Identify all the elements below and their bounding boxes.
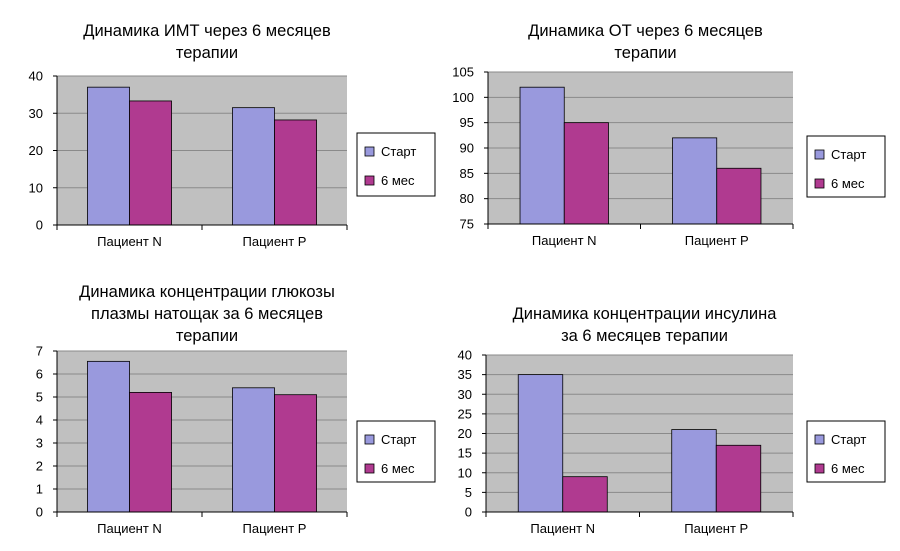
y-tick-label: 20 bbox=[29, 143, 43, 158]
chart-title-line: терапии bbox=[176, 327, 238, 345]
y-tick-label: 10 bbox=[458, 465, 472, 480]
legend-label: Старт bbox=[831, 147, 866, 162]
x-category-label: Пациент P bbox=[684, 521, 748, 536]
bar-start bbox=[519, 86, 565, 225]
legend-swatch bbox=[814, 149, 825, 160]
bar-6mo bbox=[274, 394, 317, 513]
legend-label: 6 мес bbox=[831, 461, 865, 476]
x-category-label: Пациент N bbox=[532, 233, 597, 248]
chart-insulin: Динамика концентрации инсулина за 6 месяц… bbox=[450, 276, 900, 551]
bar-6mo bbox=[563, 122, 609, 225]
y-tick-label: 30 bbox=[458, 387, 472, 402]
y-tick-label: 35 bbox=[458, 367, 472, 382]
chart-waist: Динамика ОТ через 6 месяцев терапии 75 80 85… bbox=[450, 0, 900, 275]
chart-bmi: Динамика ИМТ через 6 месяцев терапии 0 10 20… bbox=[0, 0, 450, 275]
chart-svg: Динамика концентрации глюкозы плазмы нато… bbox=[36, 283, 436, 536]
bar-6mo bbox=[129, 100, 172, 226]
chart-title-line: терапии bbox=[176, 44, 238, 62]
chart-title-line: Динамика концентрации глюкозы bbox=[79, 283, 335, 301]
chart-svg: Динамика ИМТ через 6 месяцев терапии 0 10 20… bbox=[29, 22, 436, 249]
legend-label: 6 мес bbox=[381, 173, 415, 188]
chart-svg: Динамика ОТ через 6 месяцев терапии 75 80 85… bbox=[452, 22, 886, 248]
x-category-label: Пациент N bbox=[530, 521, 595, 536]
legend-swatch bbox=[364, 175, 375, 186]
y-tick-label: 5 bbox=[36, 390, 43, 405]
bar-start bbox=[672, 137, 718, 225]
legend-label: Старт bbox=[381, 432, 416, 447]
legend-label: Старт bbox=[831, 432, 866, 447]
y-tick-label: 40 bbox=[29, 69, 43, 84]
y-tick-label: 6 bbox=[36, 367, 43, 382]
y-tick-label: 40 bbox=[458, 348, 472, 363]
y-tick-label: 2 bbox=[36, 459, 43, 474]
legend-label: 6 мес bbox=[831, 176, 865, 191]
y-tick-label: 4 bbox=[36, 413, 43, 428]
y-tick-label: 20 bbox=[458, 426, 472, 441]
legend-box bbox=[356, 132, 436, 197]
bar-start bbox=[232, 387, 275, 513]
bar-start bbox=[87, 86, 130, 226]
y-tick-label: 90 bbox=[460, 141, 474, 156]
legend-swatch bbox=[364, 146, 375, 157]
y-tick-label: 0 bbox=[465, 505, 472, 520]
y-tick-label: 0 bbox=[36, 218, 43, 233]
y-tick-label: 5 bbox=[465, 485, 472, 500]
chart-svg: Динамика концентрации инсулина за 6 месяц… bbox=[458, 305, 886, 536]
chart-title-line: терапии bbox=[614, 44, 676, 62]
bar-6mo bbox=[129, 391, 172, 513]
x-category-label: Пациент N bbox=[97, 234, 162, 249]
bar-6mo bbox=[715, 444, 762, 513]
x-category-label: Пациент P bbox=[243, 234, 307, 249]
y-tick-label: 15 bbox=[458, 446, 472, 461]
bar-start bbox=[87, 360, 130, 513]
y-tick-label: 85 bbox=[460, 166, 474, 181]
x-category-label: Пациент N bbox=[97, 521, 162, 536]
y-tick-label: 80 bbox=[460, 191, 474, 206]
legend-swatch bbox=[814, 434, 825, 445]
bar-6mo bbox=[562, 476, 608, 513]
y-tick-label: 100 bbox=[452, 90, 474, 105]
chart-title-line: Динамика концентрации инсулина bbox=[513, 305, 778, 323]
chart-title-line: Динамика ИМТ через 6 месяцев bbox=[83, 22, 331, 40]
y-tick-label: 30 bbox=[29, 106, 43, 121]
y-tick-label: 7 bbox=[36, 344, 43, 359]
y-tick-label: 75 bbox=[460, 217, 474, 232]
x-category-label: Пациент P bbox=[243, 521, 307, 536]
y-tick-label: 105 bbox=[452, 65, 474, 80]
y-tick-label: 25 bbox=[458, 406, 472, 421]
bar-start bbox=[517, 374, 564, 513]
chart-title-line: за 6 месяцев терапии bbox=[561, 327, 728, 345]
bar-6mo bbox=[716, 167, 762, 225]
y-tick-label: 0 bbox=[36, 505, 43, 520]
legend-swatch bbox=[364, 434, 375, 445]
legend-swatch bbox=[364, 463, 375, 474]
legend-swatch bbox=[814, 463, 825, 474]
chart-title-line: Динамика ОТ через 6 месяцев bbox=[528, 22, 763, 40]
legend-box bbox=[806, 420, 886, 483]
y-tick-label: 95 bbox=[460, 115, 474, 130]
x-category-label: Пациент P bbox=[685, 233, 749, 248]
legend-swatch bbox=[814, 178, 825, 189]
chart-title-line: плазмы натощак за 6 месяцев bbox=[91, 305, 323, 323]
y-tick-label: 3 bbox=[36, 436, 43, 451]
legend-label: 6 мес bbox=[381, 461, 415, 476]
y-tick-label: 10 bbox=[29, 180, 43, 195]
chart-glucose: Динамика концентрации глюкозы плазмы нато… bbox=[0, 276, 450, 551]
y-tick-label: 1 bbox=[36, 482, 43, 497]
bar-6mo bbox=[274, 119, 317, 226]
bar-start bbox=[671, 429, 717, 513]
bar-start bbox=[232, 107, 275, 226]
legend-label: Старт bbox=[381, 144, 416, 159]
